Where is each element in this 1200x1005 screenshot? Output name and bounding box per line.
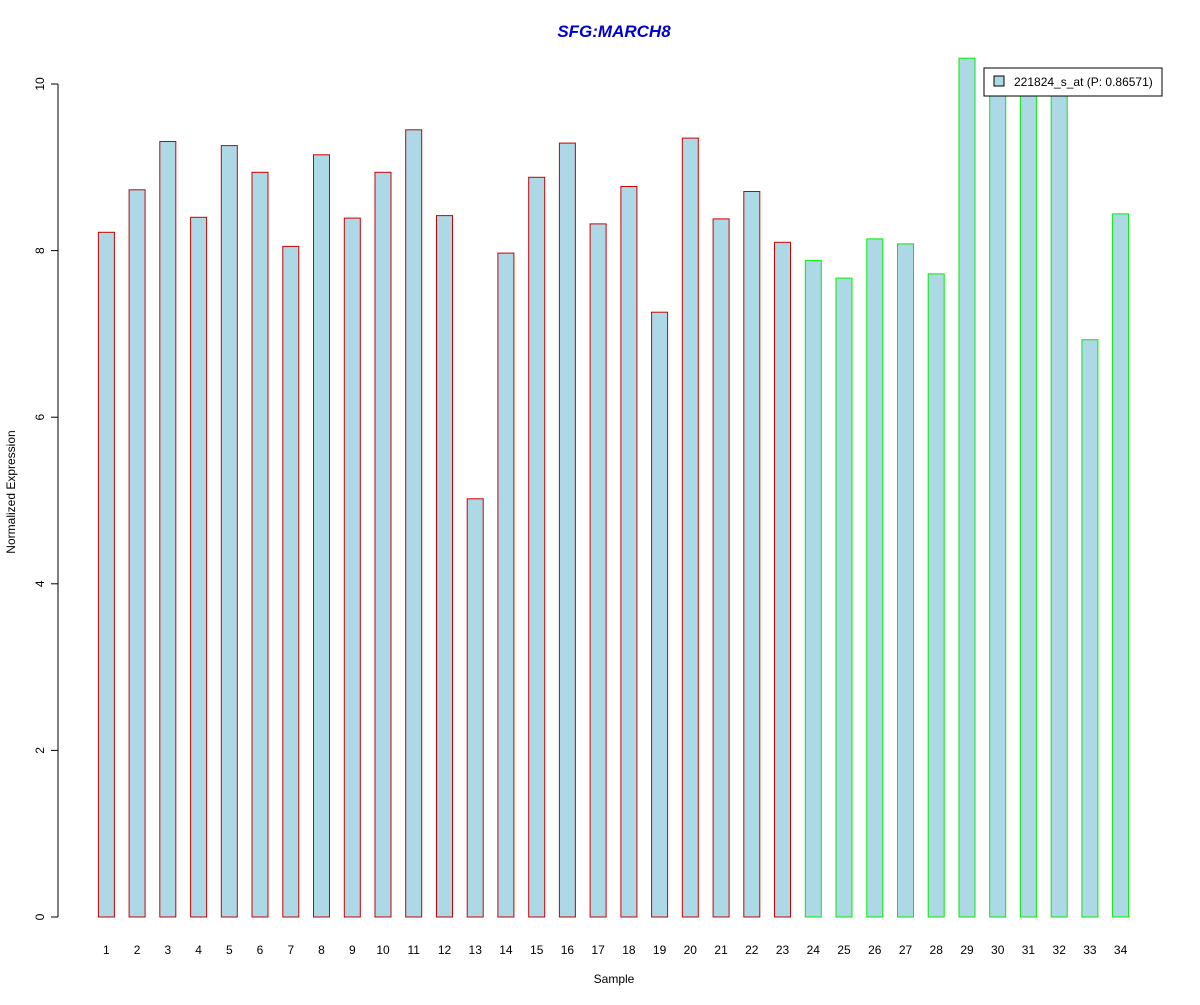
bar-sample-25 — [835, 277, 853, 918]
y-tick-label: 8 — [33, 247, 47, 254]
x-tick-label: 15 — [530, 943, 544, 957]
bar-sample-17 — [589, 223, 607, 918]
x-axis-label: Sample — [594, 972, 635, 986]
chart-title: SFG:MARCH8 — [557, 22, 671, 41]
x-tick-label: 33 — [1083, 943, 1097, 957]
x-axis: 1 2 3 4 5 6 7 8 9 10 11 12 13 14 15 16 17 18 19 20 21 22 23 24 2… — [103, 943, 1128, 957]
x-tick-label: 4 — [195, 943, 202, 957]
x-tick-label: 6 — [257, 943, 264, 957]
bar-sample-10 — [374, 171, 392, 918]
x-tick-label: 2 — [134, 943, 141, 957]
x-tick-label: 17 — [591, 943, 605, 957]
y-axis: 0 2 4 6 8 10 — [33, 77, 59, 920]
x-tick-label: 30 — [991, 943, 1005, 957]
x-tick-label: 25 — [837, 943, 851, 957]
bar-sample-21 — [712, 218, 730, 918]
y-tick-label: 6 — [33, 414, 47, 421]
x-tick-label: 16 — [561, 943, 575, 957]
bar-sample-8 — [313, 154, 330, 918]
x-tick-label: 8 — [318, 943, 325, 957]
legend-swatch — [993, 75, 1005, 87]
x-tick-label: 19 — [653, 943, 667, 957]
x-tick-label: 23 — [776, 943, 790, 957]
x-tick-label: 32 — [1053, 943, 1067, 957]
y-tick-label: 4 — [33, 580, 47, 587]
bar-sample-4 — [190, 216, 208, 918]
bar-sample-32 — [1050, 92, 1068, 918]
legend: 221824_s_at (P: 0.86571) — [983, 67, 1163, 97]
y-tick-label: 2 — [33, 747, 47, 754]
x-tick-label: 29 — [960, 943, 974, 957]
x-tick-label: 22 — [745, 943, 759, 957]
bar-sample-12 — [436, 215, 453, 918]
bar-sample-33 — [1081, 339, 1099, 918]
bar-sample-6 — [251, 171, 269, 918]
y-axis-label: Normalized Expression — [4, 430, 18, 553]
bar-sample-15 — [528, 176, 546, 918]
bar-sample-26 — [866, 238, 884, 918]
bar-sample-28 — [927, 273, 945, 918]
bar-sample-29 — [958, 57, 976, 918]
bar-sample-14 — [497, 252, 515, 918]
legend-box — [983, 67, 1163, 97]
x-tick-label: 13 — [469, 943, 483, 957]
bars — [97, 57, 1130, 918]
bar-sample-23 — [774, 241, 791, 918]
bar-sample-27 — [897, 243, 914, 918]
x-tick-label: 5 — [226, 943, 233, 957]
legend-label: 221824_s_at (P: 0.86571) — [1014, 75, 1153, 89]
bar-sample-2 — [128, 189, 146, 918]
y-tick-label: 0 — [33, 913, 47, 920]
x-tick-label: 21 — [714, 943, 728, 957]
x-tick-label: 12 — [438, 943, 452, 957]
bar-sample-13 — [466, 498, 484, 918]
x-tick-label: 18 — [622, 943, 636, 957]
y-tick-label: 10 — [33, 77, 47, 91]
x-tick-label: 3 — [164, 943, 171, 957]
bar-sample-31 — [1019, 94, 1037, 918]
x-tick-label: 11 — [407, 943, 420, 957]
bar-sample-30 — [989, 91, 1007, 918]
x-tick-label: 31 — [1022, 943, 1036, 957]
x-tick-label: 7 — [287, 943, 294, 957]
x-tick-label: 14 — [499, 943, 513, 957]
bar-sample-1 — [97, 231, 115, 918]
bar-sample-5 — [220, 145, 238, 918]
bar-sample-3 — [159, 141, 177, 918]
x-tick-label: 20 — [684, 943, 698, 957]
bar-sample-18 — [620, 186, 638, 918]
x-tick-label: 28 — [930, 943, 944, 957]
x-tick-label: 24 — [807, 943, 821, 957]
bar-sample-22 — [743, 191, 761, 918]
bar-sample-19 — [651, 311, 669, 918]
x-tick-label: 34 — [1114, 943, 1128, 957]
bar-sample-11 — [405, 129, 423, 918]
bar-sample-20 — [681, 137, 699, 918]
bar-sample-9 — [343, 217, 361, 918]
x-tick-label: 26 — [868, 943, 882, 957]
x-tick-label: 10 — [376, 943, 390, 957]
bar-sample-7 — [282, 245, 300, 918]
bar-sample-34 — [1112, 213, 1130, 918]
bar-sample-24 — [804, 260, 822, 918]
x-tick-label: 9 — [349, 943, 356, 957]
bar-sample-16 — [558, 142, 576, 918]
x-tick-label: 27 — [899, 943, 913, 957]
x-tick-label: 1 — [103, 943, 110, 957]
